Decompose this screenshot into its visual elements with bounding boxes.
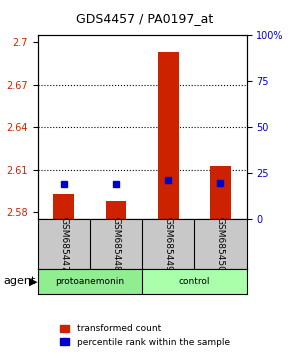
Bar (158, 52, 179, 219)
Bar (38, 269, 142, 294)
Legend: transformed count, percentile rank within the sample: transformed count, percentile rank withi… (58, 321, 232, 349)
Text: GSM685448: GSM685448 (111, 217, 121, 272)
Bar (210, 166, 231, 219)
Text: GSM685447: GSM685447 (59, 217, 68, 272)
Text: control: control (179, 277, 210, 286)
Bar (142, 269, 246, 294)
Text: GSM685450: GSM685450 (216, 217, 225, 272)
Text: ▶: ▶ (29, 276, 37, 286)
Text: agent: agent (3, 276, 35, 286)
Text: GDS4457 / PA0197_at: GDS4457 / PA0197_at (76, 12, 214, 25)
Text: GSM685449: GSM685449 (164, 217, 173, 272)
Bar (53, 194, 74, 219)
Text: protoanemonin: protoanemonin (55, 277, 124, 286)
Bar (106, 201, 126, 219)
